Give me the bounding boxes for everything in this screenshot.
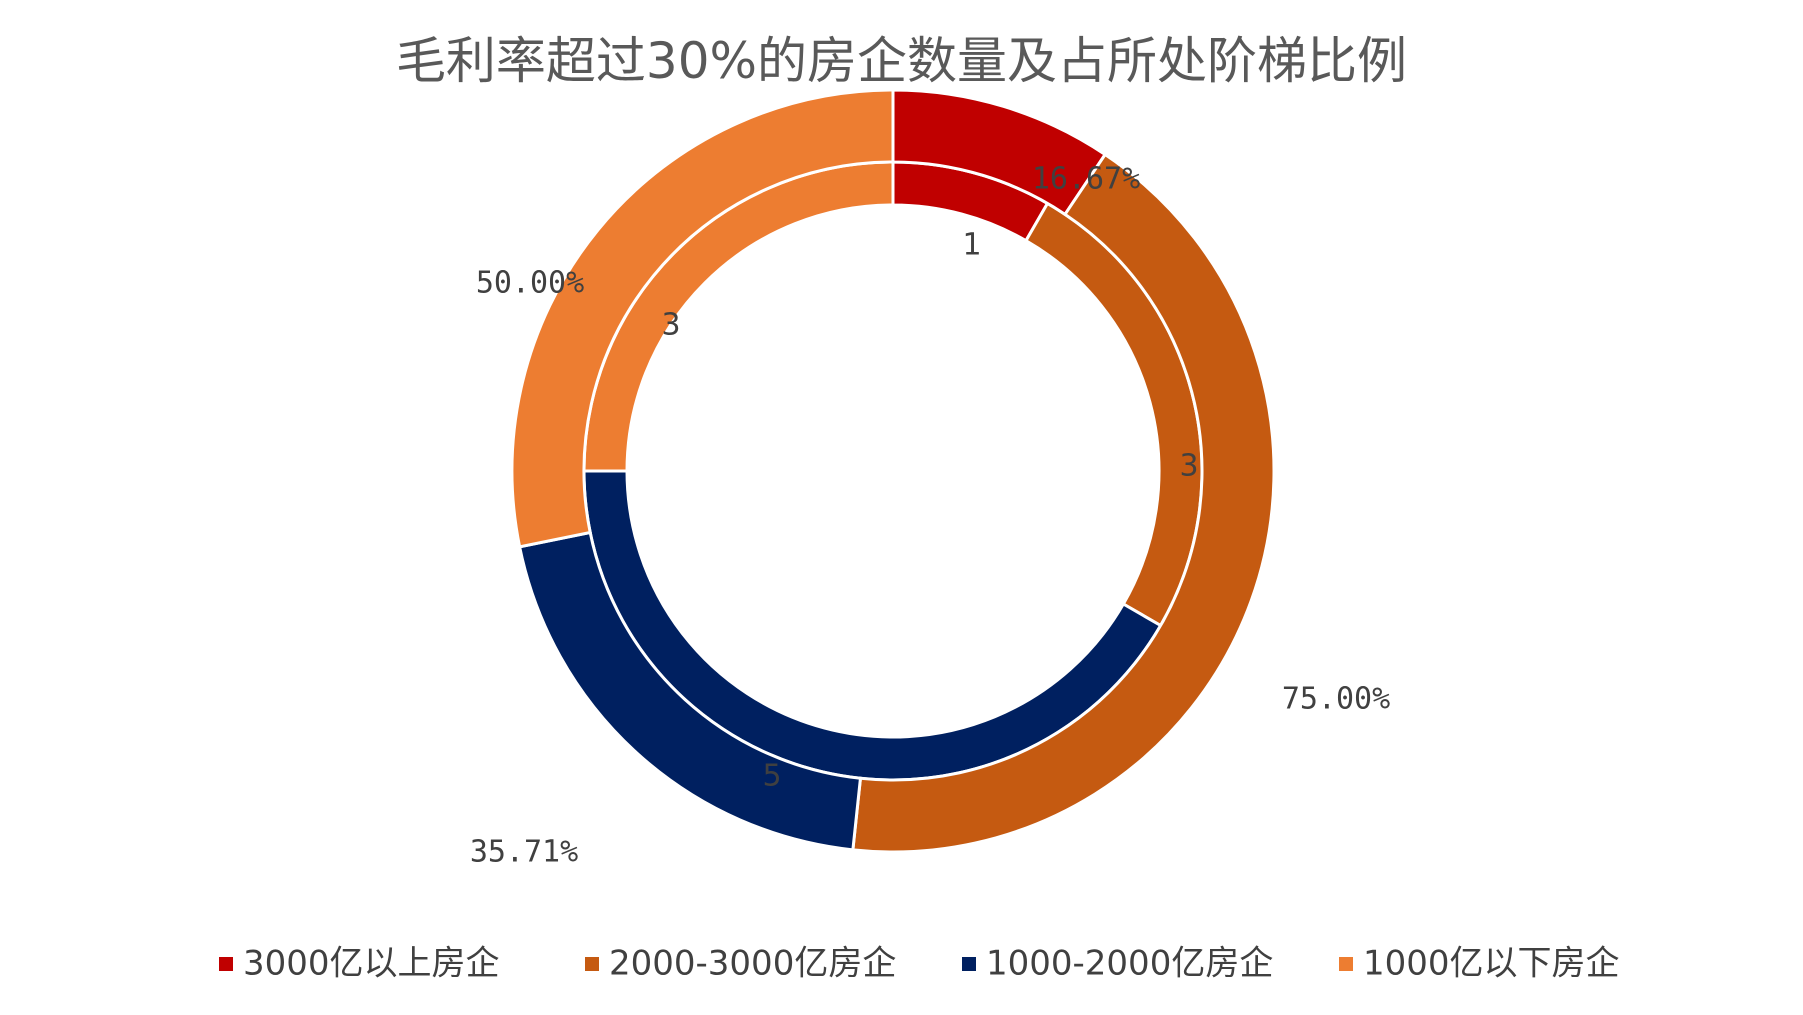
inner-data-label-0: 1 [962,228,981,263]
inner-data-label-3: 3 [661,308,680,343]
outer-ring-labels: 16.67% 75.00% 35.71% 50.00% [470,162,1390,870]
outer-slice-3 [510,88,895,549]
outer-data-label-0: 16.67% [1032,162,1140,197]
legend-swatch-3 [1339,957,1353,971]
outer-ring [510,88,1276,854]
legend-swatch-2 [962,957,976,971]
inner-data-label-2: 5 [762,759,781,794]
legend-label-3: 1000亿以下房企 [1363,944,1620,984]
legend: 3000亿以上房企 2000-3000亿房企 1000-2000亿房企 1000亿以下… [219,944,1620,984]
outer-data-label-2: 35.71% [470,835,578,870]
chart-title: 毛利率超过30%的房企数量及占所处阶梯比例 [396,32,1407,90]
outer-slice-1 [851,152,1276,854]
legend-swatch-1 [585,957,599,971]
inner-ring [582,160,1204,782]
legend-label-2: 1000-2000亿房企 [986,944,1273,984]
inner-ring-labels: 1 3 5 3 [661,228,1198,794]
outer-data-label-3: 50.00% [476,266,584,301]
inner-data-label-1: 3 [1179,449,1198,484]
legend-label-1: 2000-3000亿房企 [609,944,896,984]
legend-label-0: 3000亿以上房企 [243,944,500,984]
outer-data-label-1: 75.00% [1282,682,1390,717]
legend-swatch-0 [219,957,233,971]
